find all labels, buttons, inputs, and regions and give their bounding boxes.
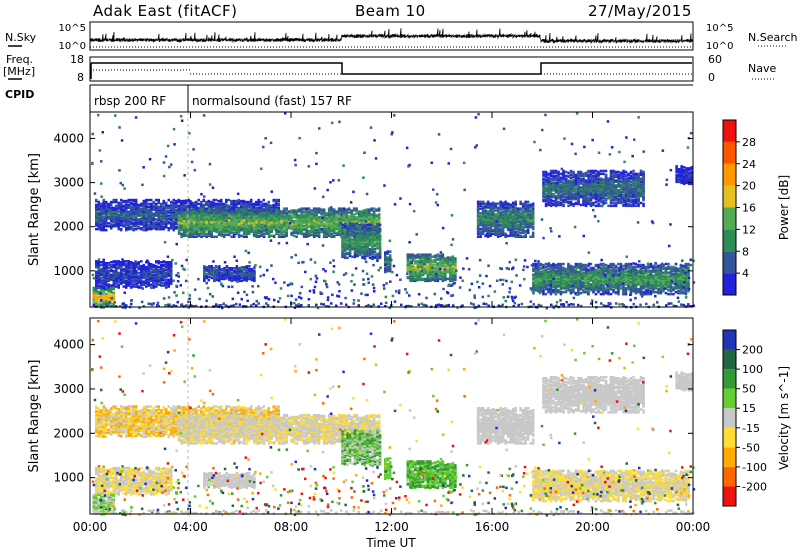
nave-label: Nave (748, 62, 776, 75)
x-tick-label: 00:00 (676, 520, 711, 534)
panel-lines (89, 28, 694, 514)
freq-panel (89, 56, 694, 82)
power-colorbar-swatch (723, 141, 736, 164)
cpid-panel: rbsp 200 RF normalsound (fast) 157 RF (89, 84, 693, 112)
chart-title: Adak East (fitACF) (93, 2, 238, 20)
freq-trace (91, 62, 692, 75)
power-colorbar-swatch (723, 251, 736, 274)
power-colorbar-swatch (723, 273, 736, 295)
nsky-panel (89, 21, 694, 51)
power-colorbar-label: Power [dB] (777, 175, 791, 240)
freq-tick: 8 (77, 71, 84, 84)
velocity-colorbar-tick: -15 (742, 422, 760, 435)
velocity-colorbar-tick: 15 (742, 402, 756, 415)
velocity-colorbar-swatch (723, 466, 736, 487)
y-axis-label: Slant Range [km] (27, 153, 42, 266)
velocity-colorbar-tick: -50 (742, 441, 760, 454)
freq-label: Freq. (6, 53, 33, 66)
x-tick-label: 00:00 (73, 520, 108, 534)
freq-tick: 18 (70, 53, 84, 66)
y-tick-label: 4000 (53, 338, 84, 352)
y-tick-label: 3000 (53, 382, 84, 396)
velocity-colorbar-swatch (723, 447, 736, 467)
freq-unit: [MHz] (3, 65, 35, 78)
power-colorbar-swatch (723, 207, 736, 230)
x-tick-label: 20:00 (575, 520, 610, 534)
cpid-label: CPID (5, 88, 34, 101)
x-tick-label: 08:00 (274, 520, 309, 534)
power-colorbar-tick: 8 (742, 245, 749, 258)
colorbars: 4 8 12 16 20 24 28 Power [dB] -200 -100 -50 -15 15 50… (722, 119, 791, 507)
y-tick-label: 1000 (53, 471, 84, 485)
nsky-tick: 10^0 (59, 41, 86, 52)
power-colorbar-tick: 28 (742, 136, 756, 149)
velocity-colorbar-swatch (723, 486, 736, 506)
y-axis-label: Slant Range [km] (27, 360, 42, 473)
x-tick-label: 16:00 (475, 520, 510, 534)
velocity-heatmap (91, 318, 696, 517)
y-tick-label: 2000 (53, 426, 84, 440)
x-tick-label: 04:00 (173, 520, 208, 534)
y-tick-label: 1000 (53, 264, 84, 278)
nsky-tick: 10^5 (59, 23, 86, 34)
nsearch-tick: 10^0 (706, 41, 733, 52)
power-colorbar-tick: 24 (742, 158, 756, 171)
velocity-colorbar-swatch (723, 408, 736, 428)
velocity-colorbar-tick: -200 (742, 480, 767, 493)
velocity-colorbar-label: Velocity [m s^-1] (777, 366, 791, 470)
power-colorbar-tick: 4 (742, 267, 749, 280)
power-colorbar-tick: 12 (742, 223, 756, 236)
power-colorbar-swatch (723, 229, 736, 252)
beam-label: Beam 10 (355, 2, 426, 20)
y-tick-label: 2000 (53, 220, 84, 234)
x-axis-label: Time UT (365, 536, 416, 550)
power-colorbar-tick: 16 (742, 202, 756, 215)
power-colorbar-swatch (723, 185, 736, 208)
x-tick-label: 12:00 (374, 520, 409, 534)
velocity-colorbar-tick: 100 (742, 363, 763, 376)
date-label: 27/May/2015 (588, 2, 692, 20)
axes: N.Sky 10^5 10^0 10^5 10^0 N.Search Freq.[MHz] 1… (3, 23, 798, 550)
cpid-segment-label: normalsound (fast) 157 RF (192, 94, 352, 108)
power-colorbar-swatch (723, 120, 736, 142)
nave-tick: 0 (708, 71, 715, 84)
velocity-colorbar-swatch (723, 427, 736, 448)
velocity-colorbar-tick: -100 (742, 461, 767, 474)
nsky-trace (89, 28, 694, 45)
power-heatmap (91, 112, 696, 310)
velocity-colorbar-tick: 200 (742, 344, 763, 357)
velocity-colorbar-swatch (723, 330, 736, 350)
nsearch-tick: 10^5 (706, 23, 733, 34)
velocity-colorbar-swatch (723, 349, 736, 370)
nave-tick: 60 (708, 53, 722, 66)
nsky-label: N.Sky (5, 31, 37, 44)
velocity-colorbar-tick: 50 (742, 383, 756, 396)
y-tick-label: 4000 (53, 131, 84, 145)
y-tick-label: 3000 (53, 176, 84, 190)
velocity-colorbar-swatch (723, 388, 736, 409)
velocity-colorbar-swatch (723, 369, 736, 389)
cpid-segment-label: rbsp 200 RF (94, 94, 166, 108)
power-colorbar-swatch (723, 163, 736, 186)
power-colorbar-tick: 20 (742, 180, 756, 193)
nsearch-label: N.Search (748, 31, 798, 44)
